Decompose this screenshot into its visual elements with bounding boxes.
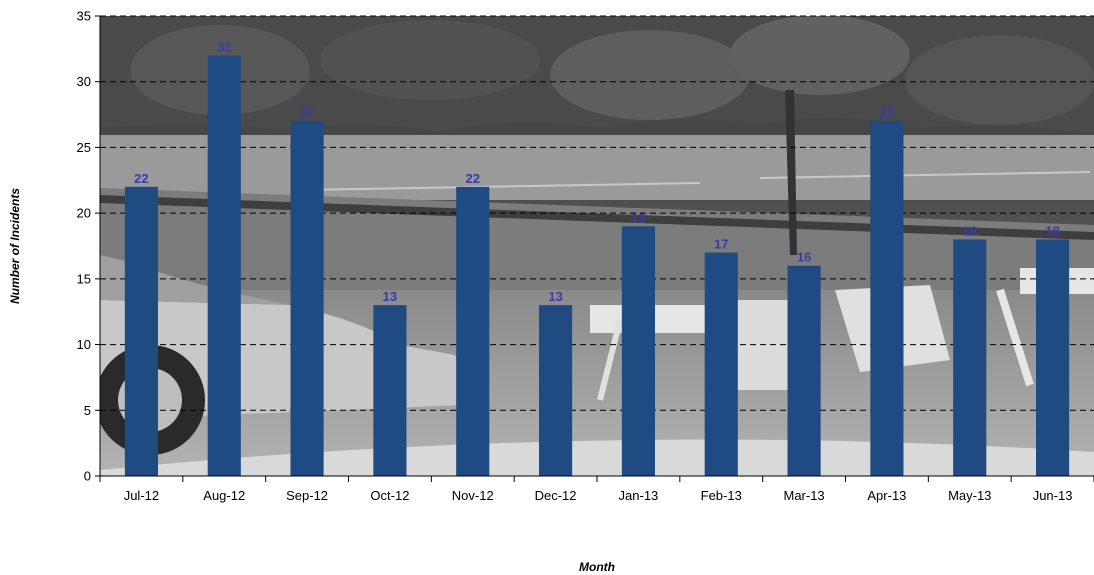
x-tick-label: Feb-13 (701, 488, 742, 503)
x-tick-label: Dec-12 (535, 488, 577, 503)
x-tick-label: Jul-12 (124, 488, 159, 503)
bars (124, 55, 1070, 477)
data-label: 22 (134, 171, 148, 186)
bar-jan-13 (621, 226, 655, 476)
x-tick-label: Nov-12 (452, 488, 494, 503)
data-label: 18 (963, 223, 977, 238)
gridlines (100, 15, 1094, 411)
x-tick-label: Mar-13 (783, 488, 824, 503)
data-label: 17 (714, 237, 728, 252)
data-labels: 22 32 27 13 22 13 19 17 16 27 18 18 (134, 39, 1060, 304)
bar-apr-13 (870, 121, 904, 477)
x-tick-label: Aug-12 (203, 488, 245, 503)
bar-mar-13 (787, 265, 821, 476)
data-label: 27 (300, 105, 314, 120)
y-tick-label: 5 (84, 403, 91, 418)
bar-aug-12 (207, 55, 241, 477)
x-tick-label: Jun-13 (1033, 488, 1073, 503)
data-label: 22 (466, 171, 480, 186)
bar-jun-13 (1036, 239, 1070, 476)
x-axis-title: Month (579, 560, 615, 574)
background-photo (100, 16, 1094, 476)
bar-nov-12 (456, 186, 490, 476)
y-axis-ticks: 0 5 10 15 20 25 30 35 (77, 9, 100, 484)
bar-sep-12 (290, 121, 324, 477)
y-tick-label: 20 (77, 206, 91, 221)
x-axis-ticks: Jul-12 Aug-12 Sep-12 Oct-12 Nov-12 Dec-12 Jan-… (99, 476, 1094, 503)
x-tick-label: Oct-12 (370, 488, 409, 503)
data-label: 18 (1045, 223, 1059, 238)
data-label: 13 (383, 289, 397, 304)
bar-feb-13 (704, 252, 738, 476)
bar-oct-12 (373, 305, 407, 476)
data-label: 13 (548, 289, 562, 304)
x-tick-label: Sep-12 (286, 488, 328, 503)
bar-dec-12 (539, 305, 573, 476)
data-label: 16 (797, 250, 811, 265)
x-tick-label: May-13 (948, 488, 991, 503)
y-tick-label: 15 (77, 271, 91, 286)
y-tick-label: 0 (84, 469, 91, 484)
x-tick-label: Apr-13 (867, 488, 906, 503)
data-label: 27 (880, 105, 894, 120)
x-tick-label: Jan-13 (619, 488, 659, 503)
y-axis-title: Number of Incidents (8, 188, 22, 304)
y-tick-label: 35 (77, 9, 91, 24)
bar-may-13 (953, 239, 987, 476)
y-tick-label: 10 (77, 337, 91, 352)
data-label: 32 (217, 39, 231, 54)
bar-jul-12 (124, 186, 158, 476)
y-tick-label: 25 (77, 140, 91, 155)
data-label: 19 (631, 210, 645, 225)
y-tick-label: 30 (77, 74, 91, 89)
